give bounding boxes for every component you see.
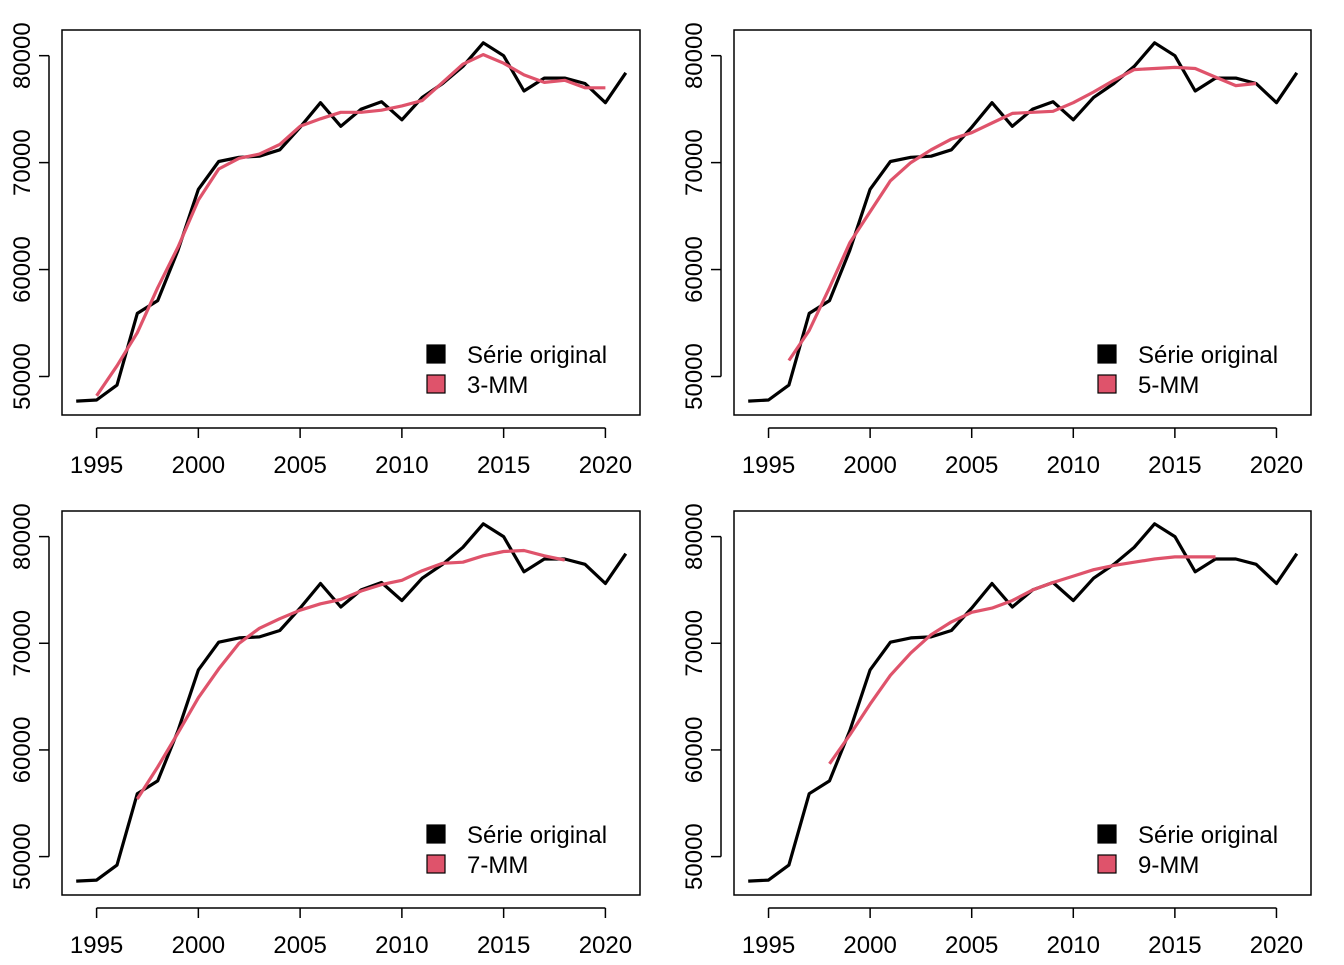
x-tick-label: 1995: [70, 932, 123, 959]
legend-label: 3-MM: [467, 372, 528, 399]
legend: Série original 9-MM: [1097, 822, 1278, 879]
x-tick-label: 2015: [1148, 932, 1201, 959]
x-tick-label: 1995: [742, 452, 795, 479]
series-line-moving-average: [828, 555, 1216, 765]
x-tick-label: 2005: [945, 932, 998, 959]
legend-swatch: [426, 824, 446, 844]
y-tick-label: 80000: [9, 503, 36, 570]
legend-label: Série original: [1138, 342, 1278, 369]
x-tick-label: 2005: [273, 932, 326, 959]
x-tick-label: 2010: [1047, 932, 1100, 959]
legend-label: 5-MM: [1138, 372, 1199, 399]
x-tick-label: 2020: [579, 452, 632, 479]
y-tick-label: 80000: [9, 22, 36, 89]
y-tick-label: 50000: [681, 343, 708, 410]
x-tick-label: 2015: [1148, 452, 1201, 479]
series-line-original: [76, 41, 628, 403]
y-tick-label: 60000: [9, 236, 36, 303]
legend-label: Série original: [467, 822, 607, 849]
legend-label: 9-MM: [1138, 852, 1199, 879]
legend: Série original 5-MM: [1097, 342, 1278, 399]
x-tick-label: 2000: [172, 932, 225, 959]
plot-frame: [61, 510, 641, 896]
x-tick-label: 2005: [945, 452, 998, 479]
x-tick-label: 2000: [843, 452, 896, 479]
legend-label: Série original: [467, 342, 607, 369]
x-tick-label: 2010: [1047, 452, 1100, 479]
legend-swatch: [426, 344, 446, 364]
x-tick-label: 2010: [375, 452, 428, 479]
legend-label: 7-MM: [467, 852, 528, 879]
chart-panel-1: 1995 2000 2005 2010 2015 2020 50000 60000 70000 8…: [9, 22, 641, 479]
y-tick-label: 70000: [681, 610, 708, 677]
series-line-original: [748, 41, 1299, 403]
x-tick-label: 1995: [70, 452, 123, 479]
chart-panel-2: 1995 2000 2005 2010 2015 2020 50000 60000 70000 8…: [681, 22, 1312, 479]
x-tick-label: 2000: [843, 932, 896, 959]
y-tick-label: 70000: [9, 610, 36, 677]
plot-frame: [733, 510, 1312, 896]
y-tick-label: 70000: [681, 129, 708, 196]
x-tick-label: 2020: [579, 932, 632, 959]
x-tick-label: 2020: [1250, 452, 1303, 479]
x-tick-label: 2005: [273, 452, 326, 479]
y-tick-label: 50000: [9, 343, 36, 410]
y-tick-label: 50000: [9, 823, 36, 890]
x-tick-label: 2010: [375, 932, 428, 959]
y-tick-label: 80000: [681, 503, 708, 570]
x-tick-label: 2020: [1250, 932, 1303, 959]
legend-swatch: [426, 374, 446, 394]
x-tick-label: 2015: [477, 452, 530, 479]
plot-frame: [61, 29, 641, 416]
x-tick-label: 1995: [742, 932, 795, 959]
legend-swatch: [426, 854, 446, 874]
legend-label: Série original: [1138, 822, 1278, 849]
series-line-moving-average: [787, 65, 1257, 362]
y-tick-label: 60000: [681, 236, 708, 303]
series-line-moving-average: [135, 548, 566, 800]
y-tick-label: 60000: [9, 717, 36, 784]
legend-swatch: [1097, 344, 1117, 364]
y-tick-label: 70000: [9, 129, 36, 196]
legend-swatch: [1097, 824, 1117, 844]
plot-frame: [733, 29, 1312, 416]
legend-swatch: [1097, 374, 1117, 394]
chart-panel-4: 1995 2000 2005 2010 2015 2020 50000 60000 70000 8…: [681, 503, 1312, 959]
legend: Série original 3-MM: [426, 342, 607, 399]
series-line-moving-average: [95, 52, 606, 397]
legend-swatch: [1097, 854, 1117, 874]
legend: Série original 7-MM: [426, 822, 607, 879]
series-line-original: [76, 522, 628, 883]
y-tick-label: 60000: [681, 717, 708, 784]
x-tick-label: 2015: [477, 932, 530, 959]
x-tick-label: 2000: [172, 452, 225, 479]
y-tick-label: 80000: [681, 22, 708, 89]
chart-panel-3: 1995 2000 2005 2010 2015 2020 50000 60000 70000 8…: [9, 503, 641, 959]
series-line-original: [748, 522, 1299, 883]
y-tick-label: 50000: [681, 823, 708, 890]
